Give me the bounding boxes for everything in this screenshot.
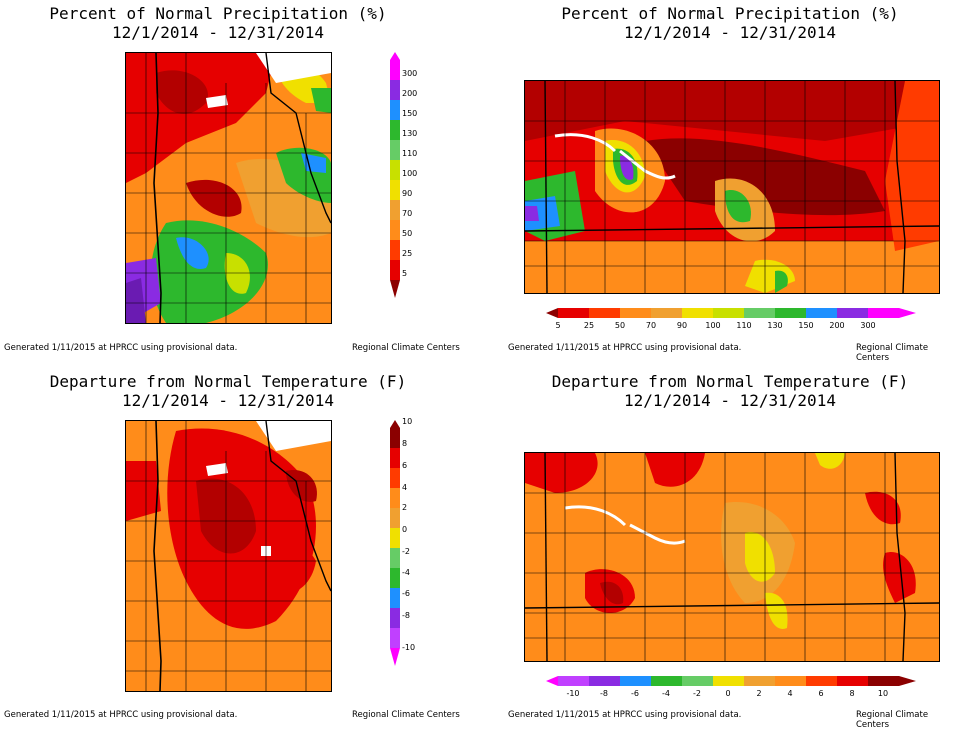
legend-label: 6 xyxy=(402,461,407,470)
legend-label: 90 xyxy=(402,189,412,198)
panel-precip-upper-midwest: Percent of Normal Precipitation (%) 12/1… xyxy=(0,0,480,360)
legend-label: 4 xyxy=(402,483,407,492)
title-line-1: Departure from Normal Temperature (F) xyxy=(49,372,407,391)
legend-label: 130 xyxy=(767,321,782,330)
legend-label: 70 xyxy=(646,321,656,330)
legend-label: 50 xyxy=(615,321,625,330)
title-line-2: 12/1/2014 - 12/31/2014 xyxy=(624,391,836,410)
map-title: Departure from Normal Temperature (F) 12… xyxy=(490,372,960,410)
panel-temp-upper-midwest: Departure from Normal Temperature (F) 12… xyxy=(0,360,480,720)
legend-label: 4 xyxy=(787,689,792,698)
legend-label: 300 xyxy=(860,321,875,330)
footer-generated: Generated 1/11/2015 at HPRCC using provi… xyxy=(508,343,742,353)
temperature-legend: 10 8 6 4 2 0 -2 -4 -6 -8 -10 xyxy=(388,417,448,666)
legend-label: 100 xyxy=(705,321,720,330)
legend-label: 5 xyxy=(402,269,407,278)
temperature-map xyxy=(125,420,332,692)
footer-generated: Generated 1/11/2015 at HPRCC using provi… xyxy=(4,710,238,720)
legend-label: 25 xyxy=(584,321,594,330)
legend-label: 50 xyxy=(402,229,412,238)
legend-label: 150 xyxy=(798,321,813,330)
legend-label: 110 xyxy=(402,149,417,158)
footer-generated: Generated 1/11/2015 at HPRCC using provi… xyxy=(508,710,742,720)
legend-label: -2 xyxy=(402,547,410,556)
panel-temp-dakotas: Departure from Normal Temperature (F) 12… xyxy=(480,360,960,730)
map-title: Departure from Normal Temperature (F) 12… xyxy=(0,372,468,410)
legend-label: -8 xyxy=(402,611,410,620)
legend-label: 110 xyxy=(736,321,751,330)
legend-label: 90 xyxy=(677,321,687,330)
legend-label: 200 xyxy=(829,321,844,330)
legend-label: 100 xyxy=(402,169,417,178)
title-line-1: Departure from Normal Temperature (F) xyxy=(551,372,909,391)
legend-label: 10 xyxy=(402,417,412,426)
legend-label: -6 xyxy=(402,589,410,598)
legend-label: -10 xyxy=(402,643,415,652)
legend-label: -10 xyxy=(566,689,579,698)
footer-credit: Regional Climate Centers xyxy=(352,343,460,353)
legend-label: 130 xyxy=(402,129,417,138)
legend-label: 5 xyxy=(555,321,560,330)
legend-label: 0 xyxy=(402,525,407,534)
legend-label: 70 xyxy=(402,209,412,218)
panel-precip-dakotas: Percent of Normal Precipitation (%) 12/1… xyxy=(480,0,960,363)
footer-credit: Regional Climate Centers xyxy=(352,710,460,720)
legend-label: 2 xyxy=(402,503,407,512)
legend-label: 10 xyxy=(878,689,888,698)
temperature-map xyxy=(524,452,940,662)
legend-label: 150 xyxy=(402,109,417,118)
map-title: Percent of Normal Precipitation (%) 12/1… xyxy=(490,4,960,42)
title-line-1: Percent of Normal Precipitation (%) xyxy=(561,4,899,23)
title-line-2: 12/1/2014 - 12/31/2014 xyxy=(624,23,836,42)
title-line-2: 12/1/2014 - 12/31/2014 xyxy=(122,391,334,410)
footer-generated: Generated 1/11/2015 at HPRCC using provi… xyxy=(4,343,238,353)
precip-legend: 5 25 50 70 90 100 110 130 150 200 300 xyxy=(546,308,916,330)
legend-label: -6 xyxy=(631,689,639,698)
legend-label: -2 xyxy=(693,689,701,698)
legend-label: 8 xyxy=(402,439,407,448)
legend-label: 0 xyxy=(725,689,730,698)
legend-label: 6 xyxy=(818,689,823,698)
precip-map xyxy=(125,52,332,324)
legend-label: -8 xyxy=(600,689,608,698)
legend-label: 300 xyxy=(402,69,417,78)
legend-label: 2 xyxy=(756,689,761,698)
legend-label: -4 xyxy=(402,568,410,577)
footer-credit: Regional Climate Centers xyxy=(856,710,929,730)
precip-map xyxy=(524,80,940,294)
legend-label: 8 xyxy=(849,689,854,698)
title-line-2: 12/1/2014 - 12/31/2014 xyxy=(112,23,324,42)
temperature-legend: -10 -8 -6 -4 -2 0 2 4 6 8 10 xyxy=(546,676,916,698)
legend-label: 200 xyxy=(402,89,417,98)
legend-label: -4 xyxy=(662,689,670,698)
legend-label: 25 xyxy=(402,249,412,258)
precip-legend: 300 200 150 130 110 100 90 70 50 25 5 xyxy=(388,52,448,298)
map-title: Percent of Normal Precipitation (%) 12/1… xyxy=(0,4,458,42)
footer-credit: Regional Climate Centers xyxy=(856,343,929,363)
title-line-1: Percent of Normal Precipitation (%) xyxy=(49,4,387,23)
